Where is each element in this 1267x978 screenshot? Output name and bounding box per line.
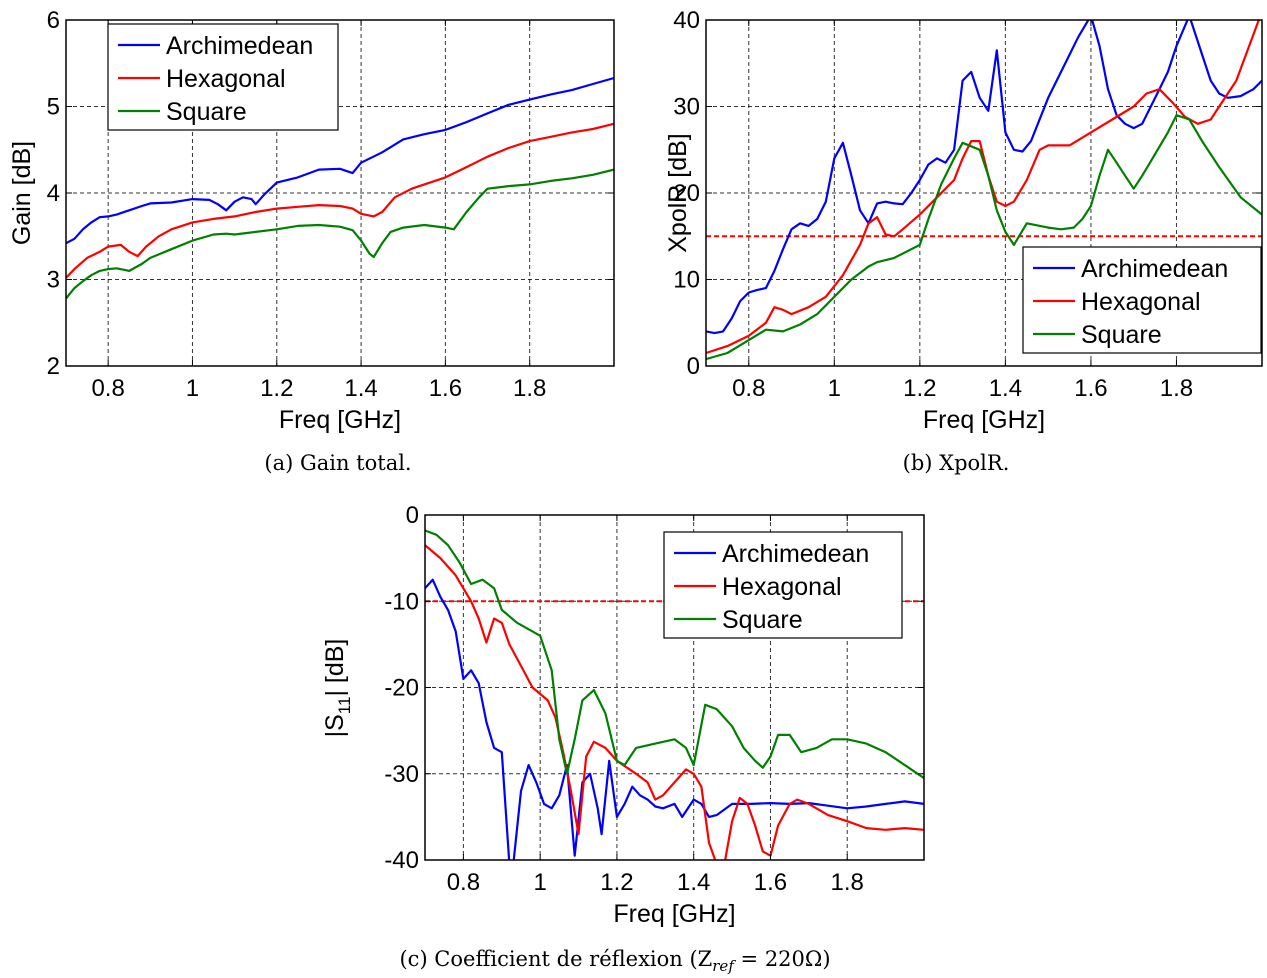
- y-tick-label: 20: [673, 180, 700, 207]
- x-tick-label: 1.6: [754, 869, 787, 896]
- y-tick-label: -20: [384, 675, 419, 702]
- caption-c-main: (c) Coefficient de réflexion (Z: [399, 947, 712, 971]
- x-tick-label: 1.2: [903, 375, 936, 402]
- caption-b: (b) XpolR.: [903, 451, 1010, 475]
- legend-label: Hexagonal: [1081, 288, 1201, 316]
- legend-label: Archimedean: [722, 540, 869, 568]
- x-axis-label: Freq [GHz]: [613, 900, 735, 928]
- x-tick-label: 1.8: [513, 375, 546, 402]
- legend: Archimedean Hexagonal Square: [1022, 246, 1262, 354]
- caption-c: (c) Coefficient de réflexion (Zref = 220…: [399, 947, 830, 975]
- y-tick-label: 40: [673, 7, 700, 34]
- y-tick-label: 4: [47, 180, 60, 207]
- series-line-square: [706, 114, 1262, 361]
- y-tick-label: -40: [384, 847, 419, 874]
- x-tick-label: 1.8: [1160, 375, 1193, 402]
- series-line-archimedean: [66, 76, 614, 245]
- legend-label: Archimedean: [166, 32, 313, 60]
- legend-label: Hexagonal: [166, 65, 286, 93]
- legend: Archimedean Hexagonal Square: [663, 531, 903, 639]
- x-tick-label: 1: [828, 375, 841, 402]
- y-tick-label: 3: [47, 267, 60, 294]
- x-tick-label: 1.6: [429, 375, 462, 402]
- y-tick-label: 30: [673, 94, 700, 121]
- legend-label: Square: [166, 98, 247, 126]
- gain-chart: 0.8 1 1.2 1.4 1.6 1.8 2 3 4 5 6 Freq [GHz] Gain [dB]…: [8, 7, 615, 434]
- legend-label: Square: [722, 606, 803, 634]
- xpolr-chart: 0.8 1 1.2 1.4 1.6 1.8 0 10 20 30 40 Freq [GHz] XpolR…: [664, 7, 1263, 434]
- y-tick-label: 5: [47, 94, 60, 121]
- legend-label: Square: [1081, 321, 1162, 349]
- x-tick-label: 1: [533, 869, 546, 896]
- series-line-square: [425, 529, 924, 780]
- x-axis-label: Freq [GHz]: [279, 406, 401, 434]
- caption-c-tail: = 220Ω): [734, 947, 831, 971]
- x-tick-label: 0.8: [447, 869, 480, 896]
- y-tick-label: 10: [673, 267, 700, 294]
- legend: Archimedean Hexagonal Square: [107, 23, 339, 131]
- y-tick-label: -10: [384, 588, 419, 615]
- x-tick-label: 1.4: [989, 375, 1022, 402]
- y-tick-label: 0: [406, 502, 419, 529]
- x-tick-label: 1.2: [600, 869, 633, 896]
- series-line-archimedean: [425, 578, 924, 860]
- y-axis-label: |S11| [dB]: [321, 639, 354, 738]
- legend-label: Hexagonal: [722, 573, 842, 601]
- series-line-hexagonal: [66, 122, 614, 279]
- x-axis-label: Freq [GHz]: [923, 406, 1045, 434]
- caption-a: (a) Gain total.: [264, 451, 411, 475]
- x-tick-label: 1.8: [831, 869, 864, 896]
- y-axis-label: Gain [dB]: [8, 141, 36, 245]
- x-tick-label: 1.2: [260, 375, 293, 402]
- s11-chart: 0.8 1 1.2 1.4 1.6 1.8 -40 -30 -20 -10 0 Freq [GHz] |…: [321, 502, 925, 928]
- y-tick-label: -30: [384, 761, 419, 788]
- x-tick-label: 0.8: [732, 375, 765, 402]
- series-line-hexagonal: [706, 20, 1260, 355]
- legend-label: Archimedean: [1081, 255, 1228, 283]
- series-line-hexagonal: [425, 544, 924, 860]
- y-axis-label: XpolR [dB]: [664, 133, 692, 253]
- x-tick-label: 1.6: [1074, 375, 1107, 402]
- x-tick-label: 1.4: [677, 869, 710, 896]
- y-tick-label: 0: [687, 353, 700, 380]
- x-tick-label: 0.8: [91, 375, 124, 402]
- x-tick-label: 1.4: [344, 375, 377, 402]
- caption-c-sub: ref: [712, 957, 736, 975]
- y-tick-label: 2: [47, 353, 60, 380]
- x-tick-label: 1: [186, 375, 199, 402]
- y-tick-label: 6: [47, 7, 60, 34]
- series-line-square: [66, 168, 614, 300]
